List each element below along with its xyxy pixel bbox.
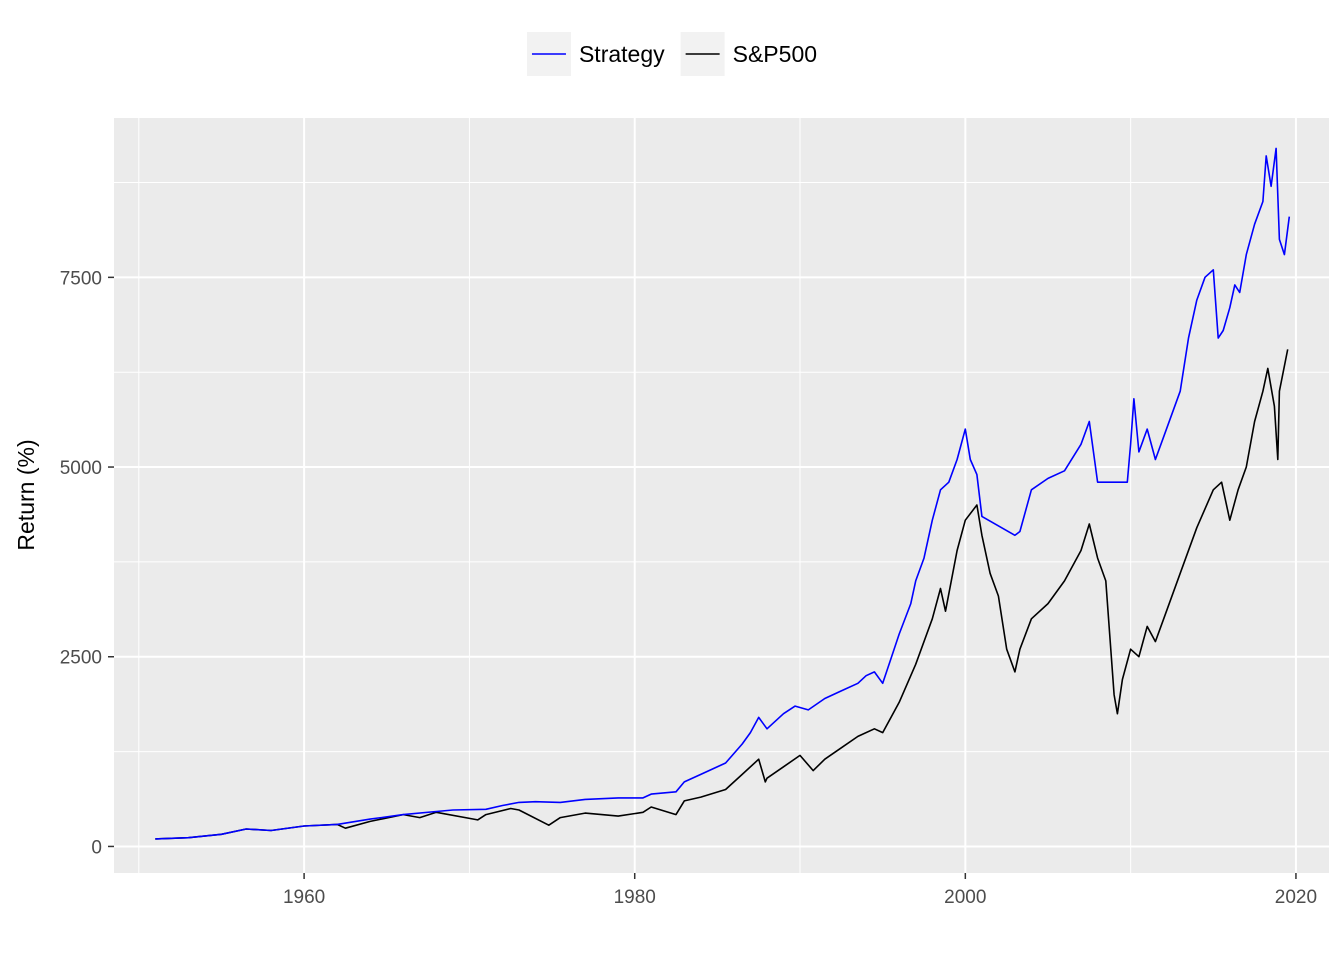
x-tick-label: 2000 [944,887,986,908]
x-tick-label: 1960 [283,887,325,908]
y-axis-title: Return (%) [13,439,39,550]
y-tick-label: 5000 [60,458,102,479]
axes: 1960 1980 2000 2020 0 2500 5000 7500 [60,268,1317,908]
y-tick-label: 0 [91,837,102,858]
legend: Strategy S&P500 [526,32,817,76]
series-line-s-p500 [155,349,1289,840]
plot-panel [114,118,1329,873]
x-tick-label: 1980 [614,887,656,908]
y-tick-label: 2500 [60,648,102,669]
grid-lines [114,118,1329,873]
legend-label-strategy: Strategy [579,41,665,67]
x-tick-label: 2020 [1275,887,1317,908]
series-lines [155,147,1291,840]
y-tick-label: 7500 [60,268,102,289]
legend-label-s-p500: S&P500 [733,41,817,67]
series-line-strategy [155,147,1291,840]
